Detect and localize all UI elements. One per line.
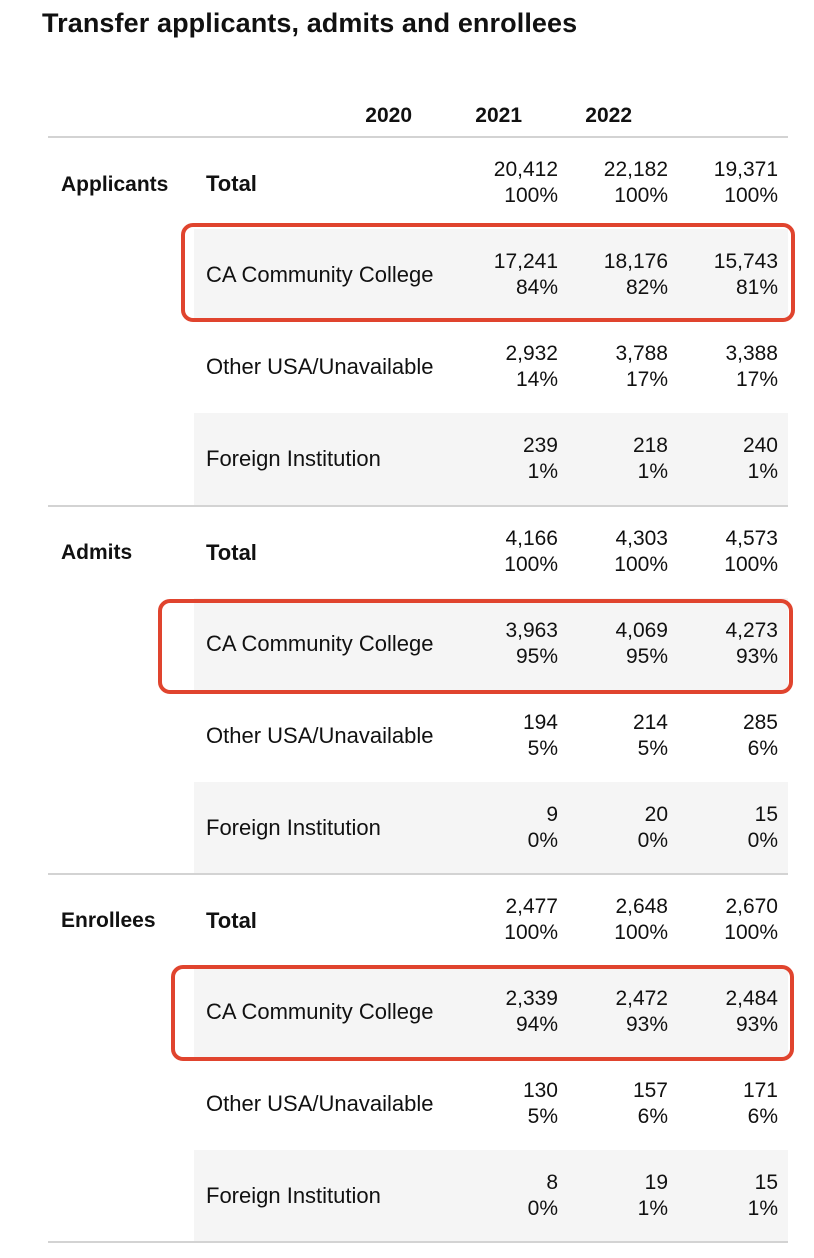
table-row: Total 2,477 100% 2,648 100% 2,670 100%	[194, 874, 788, 966]
row-label: CA Community College	[206, 631, 434, 656]
row-label: Other USA/Unavailable	[206, 1091, 434, 1116]
year-header-2022: 2022	[585, 104, 632, 127]
value-cell: 4,573 100%	[724, 527, 778, 576]
table-row: CA Community College 3,963 95% 4,069 95% 4…	[194, 598, 788, 690]
table-row: Total 4,166 100% 4,303 100% 4,573 100%	[194, 506, 788, 598]
value-cell: 19,371 100%	[713, 158, 778, 207]
table-header: 2020 2021 2022	[48, 98, 788, 136]
table-row: Foreign Institution 239 1% 218 1% 240 1%	[194, 413, 788, 505]
value-cell: 3,788 17%	[615, 342, 668, 391]
value-cell: 4,166 100%	[504, 527, 558, 576]
group-label: Admits	[61, 541, 133, 564]
value-cell: 2,648 100%	[614, 895, 668, 944]
row-label: Foreign Institution	[206, 815, 381, 840]
row-label: Total	[206, 908, 257, 933]
value-cell: 9 0%	[527, 803, 558, 852]
value-cell: 18,176 82%	[603, 250, 668, 299]
row-label: CA Community College	[206, 262, 434, 287]
value-cell: 2,472 93%	[615, 987, 668, 1036]
group-divider	[48, 505, 788, 507]
value-cell: 218 1%	[632, 434, 668, 483]
value-cell: 4,273 93%	[725, 619, 778, 668]
table-row: Foreign Institution 9 0% 20 0% 15 0%	[194, 782, 788, 874]
value-cell: 3,963 95%	[505, 619, 558, 668]
table-bottom-divider	[48, 1241, 788, 1243]
value-cell: 194 5%	[522, 711, 558, 760]
value-cell: 2,484 93%	[725, 987, 778, 1036]
value-cell: 2,670 100%	[724, 895, 778, 944]
value-cell: 171 6%	[742, 1079, 778, 1128]
value-cell: 8 0%	[527, 1171, 558, 1220]
table-row: CA Community College 17,241 84% 18,176 82%…	[194, 229, 788, 321]
value-cell: 4,069 95%	[615, 619, 668, 668]
value-cell: 285 6%	[742, 711, 778, 760]
highlight-box-admits-cc	[158, 599, 793, 694]
row-label: Total	[206, 171, 257, 196]
value-cell: 20 0%	[637, 803, 668, 852]
value-cell: 15,743 81%	[713, 250, 778, 299]
table-row: Foreign Institution 8 0% 19 1% 15 1%	[194, 1150, 788, 1242]
value-cell: 157 6%	[632, 1079, 668, 1128]
value-cell: 240 1%	[742, 434, 778, 483]
value-cell: 2,932 14%	[505, 342, 558, 391]
value-cell: 20,412 100%	[493, 158, 558, 207]
value-cell: 19 1%	[637, 1171, 668, 1220]
value-cell: 15 1%	[747, 1171, 778, 1220]
value-cell: 2,339 94%	[505, 987, 558, 1036]
value-cell: 3,388 17%	[725, 342, 778, 391]
value-cell: 15 0%	[747, 803, 778, 852]
value-cell: 17,241 84%	[493, 250, 558, 299]
group-label: Applicants	[61, 173, 169, 196]
table-row: Other USA/Unavailable 130 5% 157 6% 171 6%	[194, 1058, 788, 1150]
table-row: Other USA/Unavailable 2,932 14% 3,788 17% …	[194, 321, 788, 413]
header-divider	[48, 136, 788, 138]
value-cell: 2,477 100%	[504, 895, 558, 944]
group-divider	[48, 873, 788, 875]
year-header-2020: 2020	[365, 104, 412, 127]
value-cell: 214 5%	[632, 711, 668, 760]
page-title: Transfer applicants, admits and enrollee…	[42, 8, 578, 38]
highlight-box-enrollees-cc	[171, 965, 794, 1061]
row-label: Foreign Institution	[206, 446, 381, 471]
table-row: Total 20,412 100% 22,182 100% 19,371 100%	[194, 137, 788, 229]
row-label: Foreign Institution	[206, 1183, 381, 1208]
value-cell: 239 1%	[522, 434, 558, 483]
row-label: Other USA/Unavailable	[206, 354, 434, 379]
table-row: Other USA/Unavailable 194 5% 214 5% 285 6%	[194, 690, 788, 782]
group-label: Enrollees	[61, 909, 156, 932]
row-label: CA Community College	[206, 999, 434, 1024]
year-header-2021: 2021	[475, 104, 522, 127]
row-label: Total	[206, 540, 257, 565]
table-row: CA Community College 2,339 94% 2,472 93% 2…	[194, 966, 788, 1058]
row-label: Other USA/Unavailable	[206, 723, 434, 748]
value-cell: 4,303 100%	[614, 527, 668, 576]
value-cell: 130 5%	[522, 1079, 558, 1128]
highlight-box-applicants-cc	[181, 223, 795, 322]
value-cell: 22,182 100%	[603, 158, 668, 207]
